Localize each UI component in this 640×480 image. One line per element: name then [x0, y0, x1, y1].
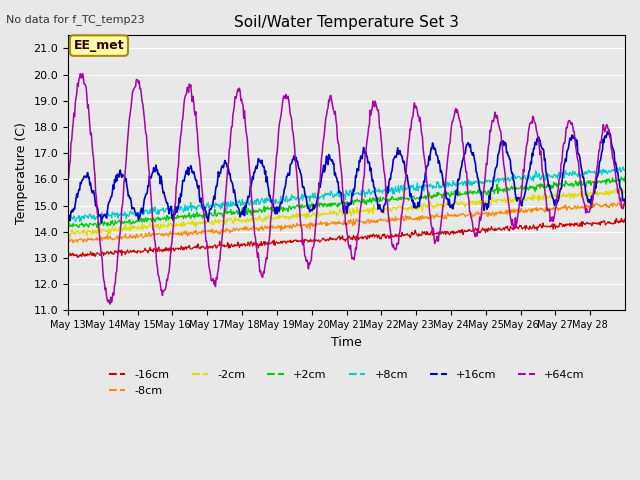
+16cm [233, 203, 241, 208]
-16cm [436, 230, 444, 236]
+16cm [404, 183, 412, 189]
-16cm [404, 232, 412, 238]
-2cm [67, 235, 74, 240]
+2cm [93, 225, 101, 230]
+64cm [131, 84, 139, 90]
+2cm [621, 174, 629, 180]
-16cm [260, 239, 268, 244]
+64cm [261, 264, 269, 269]
-8cm [282, 222, 289, 228]
-16cm [233, 242, 241, 248]
-16cm [64, 252, 72, 258]
+8cm [131, 211, 138, 217]
+8cm [233, 199, 241, 204]
Line: +8cm: +8cm [68, 167, 625, 222]
+16cm [621, 196, 629, 202]
Text: EE_met: EE_met [74, 39, 124, 52]
X-axis label: Time: Time [331, 336, 362, 349]
-8cm [614, 199, 622, 205]
-2cm [260, 215, 268, 221]
-8cm [404, 216, 412, 222]
+16cm [436, 162, 444, 168]
+16cm [131, 205, 138, 211]
+2cm [436, 192, 444, 197]
+8cm [621, 167, 629, 172]
-8cm [64, 239, 72, 245]
Line: -16cm: -16cm [68, 218, 625, 257]
Legend: -16cm, -8cm, -2cm, +2cm, +8cm, +16cm, +64cm: -16cm, -8cm, -2cm, +2cm, +8cm, +16cm, +6… [104, 366, 589, 400]
-16cm [618, 216, 625, 221]
Y-axis label: Temperature (C): Temperature (C) [15, 122, 28, 224]
+16cm [97, 220, 105, 226]
+8cm [72, 219, 79, 225]
Text: No data for f_TC_temp23: No data for f_TC_temp23 [6, 14, 145, 25]
-2cm [131, 223, 138, 229]
+2cm [64, 221, 72, 227]
+64cm [79, 71, 86, 76]
+64cm [106, 301, 114, 307]
+64cm [621, 199, 629, 204]
+16cm [605, 129, 613, 134]
-16cm [621, 216, 629, 222]
Line: +64cm: +64cm [68, 73, 625, 304]
Title: Soil/Water Temperature Set 3: Soil/Water Temperature Set 3 [234, 15, 459, 30]
-2cm [436, 203, 444, 209]
+2cm [233, 208, 241, 214]
-2cm [64, 229, 72, 235]
-8cm [621, 204, 629, 209]
+2cm [282, 207, 289, 213]
-8cm [69, 240, 77, 246]
-16cm [282, 239, 289, 244]
-2cm [404, 204, 412, 210]
+64cm [234, 89, 241, 95]
-2cm [612, 186, 620, 192]
+2cm [404, 197, 412, 203]
-16cm [74, 254, 81, 260]
-8cm [436, 214, 444, 219]
Line: +16cm: +16cm [68, 132, 625, 223]
+8cm [260, 200, 268, 206]
Line: +2cm: +2cm [68, 177, 625, 228]
+16cm [260, 164, 268, 169]
+8cm [619, 164, 627, 170]
Line: -2cm: -2cm [68, 189, 625, 238]
-2cm [233, 217, 241, 223]
-2cm [282, 214, 289, 219]
-8cm [131, 233, 138, 239]
-16cm [131, 247, 138, 253]
+64cm [406, 135, 413, 141]
+2cm [131, 220, 138, 226]
+64cm [436, 224, 444, 230]
+16cm [64, 217, 72, 223]
+8cm [404, 183, 412, 189]
+8cm [282, 199, 289, 204]
-8cm [260, 225, 268, 231]
+64cm [282, 92, 290, 97]
+8cm [436, 182, 444, 188]
+64cm [64, 179, 72, 184]
+2cm [260, 203, 268, 209]
-8cm [233, 225, 241, 231]
-2cm [621, 188, 629, 194]
+16cm [282, 185, 289, 191]
Line: -8cm: -8cm [68, 202, 625, 243]
+8cm [64, 216, 72, 221]
